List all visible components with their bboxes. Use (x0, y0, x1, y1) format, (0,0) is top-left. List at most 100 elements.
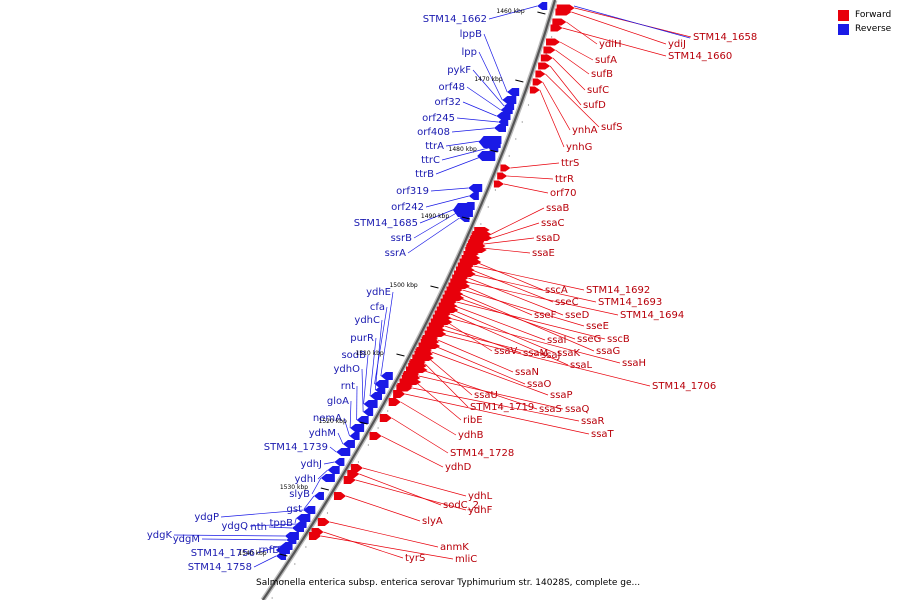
gene-label-orf48[interactable]: orf48 (439, 82, 465, 93)
gene-label-ssac[interactable]: ssaC (541, 218, 565, 229)
gene-label-ttra[interactable]: ttrA (425, 141, 444, 152)
gene-label-rnt[interactable]: rnt (341, 381, 355, 392)
gene-label-orf32[interactable]: orf32 (435, 97, 461, 108)
gene-label-stm14-1739[interactable]: STM14_1739 (264, 442, 328, 453)
gene-label-ynhg[interactable]: ynhG (566, 142, 592, 153)
gene-label-lppb[interactable]: lppB (460, 29, 482, 40)
gene-label-stm14-1685[interactable]: STM14_1685 (354, 218, 418, 229)
gene-label-orf242[interactable]: orf242 (391, 202, 424, 213)
gene-label-ydhi[interactable]: ydhI (294, 474, 316, 485)
gene-label-sufa[interactable]: sufA (595, 55, 617, 66)
gene-label-pykf[interactable]: pykF (447, 65, 471, 76)
gene-label-ynha[interactable]: ynhA (572, 125, 598, 136)
gene-label-ssao[interactable]: ssaO (527, 379, 552, 390)
gene-label-ssrb[interactable]: ssrB (391, 233, 413, 244)
gene-label-ssaq[interactable]: ssaQ (565, 404, 590, 415)
gene-label-ttrb[interactable]: ttrB (415, 169, 434, 180)
gene-label-sseg[interactable]: sseG (577, 334, 601, 345)
gene-label-nema[interactable]: nemA (313, 413, 342, 424)
gene-label-ssak[interactable]: ssaK (557, 348, 581, 359)
gene-label-ssab[interactable]: ssaB (546, 203, 570, 214)
gene-label-ydhf[interactable]: ydhF (468, 505, 493, 516)
gene-label-mlic[interactable]: mliC (455, 554, 477, 565)
gene-label-ydij[interactable]: ydiJ (668, 39, 686, 50)
gene-label-slya[interactable]: slyA (422, 516, 443, 527)
gene-label-stm14-1728[interactable]: STM14_1728 (450, 448, 514, 459)
gene-label-stm14-1756[interactable]: STM14_1756 (191, 548, 255, 559)
gene-label-ydhd[interactable]: ydhD (445, 462, 472, 473)
gene-label-stm14-1694[interactable]: STM14_1694 (620, 310, 684, 321)
gene-label-lpp[interactable]: lpp (462, 47, 477, 58)
gene-label-ydgm[interactable]: ydgM (173, 534, 200, 545)
gene-label-stm14-1692[interactable]: STM14_1692 (586, 285, 650, 296)
gene-label-sufb[interactable]: sufB (591, 69, 613, 80)
gene-label-ssee[interactable]: sseE (586, 321, 609, 332)
gene-label-ssat[interactable]: ssaT (591, 429, 615, 440)
gene-label-ydhb[interactable]: ydhB (458, 430, 484, 441)
gene-label-ssad[interactable]: ssaD (536, 233, 561, 244)
leader-ydhe (380, 291, 394, 377)
gene-label-stm14-1662[interactable]: STM14_1662 (423, 14, 487, 25)
gene-label-stm14-1693[interactable]: STM14_1693 (598, 297, 662, 308)
gene-label-ydgq[interactable]: ydgQ (222, 521, 249, 532)
gene-label-anmk[interactable]: anmK (440, 542, 469, 553)
gene-label-sufs[interactable]: sufS (601, 122, 622, 133)
gene-label-cfa[interactable]: cfa (370, 302, 385, 313)
leader-stm14-1756 (256, 545, 281, 554)
gene-label-ssas[interactable]: ssaS (539, 404, 562, 415)
gene-label-ydhm[interactable]: ydhM (309, 428, 336, 439)
gene-label-ssag[interactable]: ssaG (596, 346, 620, 357)
gene-label-sscb[interactable]: sscB (607, 334, 630, 345)
gene-label-sodb[interactable]: sodB (341, 350, 366, 361)
gene-label-ssed[interactable]: sseD (565, 310, 590, 321)
gene-label-slyb[interactable]: slyB (289, 489, 310, 500)
gene-label-orf408[interactable]: orf408 (417, 127, 450, 138)
gene-label-ssec[interactable]: sseC (555, 297, 579, 308)
gene-label-tppb[interactable]: tppB (270, 518, 294, 529)
gene-label-rnfd[interactable]: rnfD (259, 545, 281, 556)
gene-label-ssah[interactable]: ssaH (622, 358, 646, 369)
gene-label-ydgk[interactable]: ydgK (147, 530, 173, 541)
gene-label-ydhc[interactable]: ydhC (354, 315, 380, 326)
gene-label-stm14-1706[interactable]: STM14_1706 (652, 381, 716, 392)
gene-label-orf319[interactable]: orf319 (396, 186, 429, 197)
gene-label-ssef[interactable]: sseF (534, 310, 557, 321)
gene-label-nth[interactable]: nth (250, 522, 267, 533)
gene-label-ssae[interactable]: ssaE (532, 248, 555, 259)
gene-label-ssau[interactable]: ssaU (474, 390, 498, 401)
gene-label-orf70[interactable]: orf70 (550, 188, 576, 199)
gene-label-ssam[interactable]: ssaM (523, 348, 548, 359)
gene-label-ssai[interactable]: ssaI (547, 335, 567, 346)
gene-label-sodc-2[interactable]: sodC_2 (443, 500, 479, 511)
gene-arrow-ydhm (342, 440, 355, 448)
gene-label-gst[interactable]: gst (287, 504, 303, 515)
gene-label-ssaj[interactable]: ssaJ (541, 350, 561, 361)
gene-label-ssav[interactable]: ssaV (494, 346, 518, 357)
gene-label-ydhj[interactable]: ydhJ (300, 459, 322, 470)
gene-label-orf245[interactable]: orf245 (422, 113, 455, 124)
gene-label-ssar[interactable]: ssaR (581, 416, 605, 427)
gene-label-ttrr[interactable]: ttrR (555, 174, 574, 185)
gene-label-sufd[interactable]: sufD (583, 100, 606, 111)
gene-label-stm14-1719[interactable]: STM14_1719 (470, 402, 534, 413)
gene-label-stm14-1658[interactable]: STM14_1658 (693, 32, 757, 43)
gene-label-ssra[interactable]: ssrA (385, 248, 407, 259)
gene-label-ssap[interactable]: ssaP (550, 390, 573, 401)
gene-label-ydgp[interactable]: ydgP (194, 512, 219, 523)
gene-label-sufc[interactable]: sufC (587, 85, 609, 96)
gene-label-ydhe[interactable]: ydhE (366, 287, 391, 298)
gene-label-ydhl[interactable]: ydhL (468, 491, 493, 502)
gene-label-stm14-1758[interactable]: STM14_1758 (188, 562, 252, 573)
gene-label-ttrs[interactable]: ttrS (561, 158, 579, 169)
gene-label-ribe[interactable]: ribE (463, 415, 483, 426)
gene-label-ssan[interactable]: ssaN (515, 367, 539, 378)
gene-label-ssca[interactable]: sscA (545, 285, 568, 296)
gene-label-ydih[interactable]: ydiH (599, 39, 622, 50)
gene-label-tyrs[interactable]: tyrS (405, 553, 425, 564)
gene-label-gloa[interactable]: gloA (327, 396, 349, 407)
gene-label-ttrc[interactable]: ttrC (421, 155, 440, 166)
gene-label-ssal[interactable]: ssaL (570, 360, 593, 371)
gene-label-purr[interactable]: purR (350, 333, 374, 344)
gene-label-ydho[interactable]: ydhO (334, 364, 361, 375)
gene-label-stm14-1660[interactable]: STM14_1660 (668, 51, 732, 62)
